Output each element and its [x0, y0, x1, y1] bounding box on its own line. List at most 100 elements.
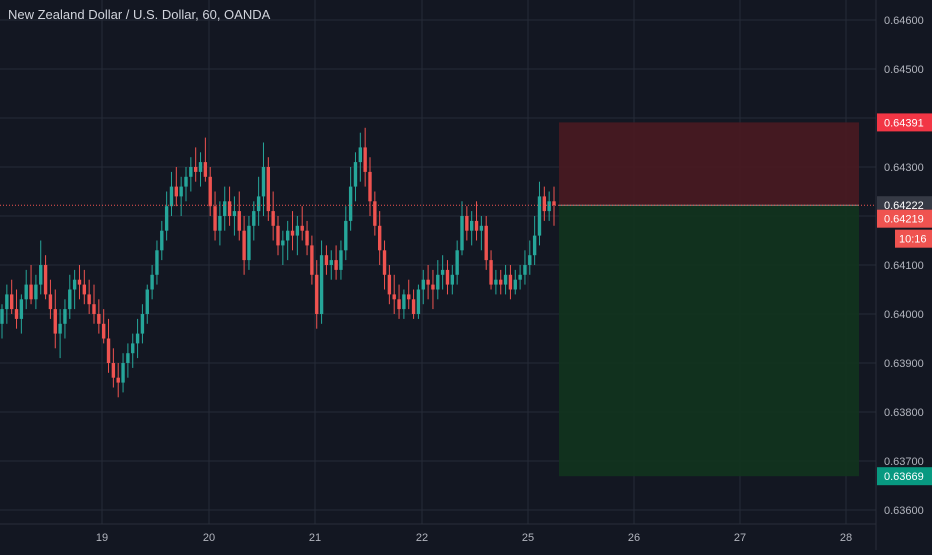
candle-body — [528, 255, 532, 265]
candle — [363, 127, 367, 187]
candle-body — [247, 225, 251, 261]
candle — [392, 274, 396, 314]
candle-body — [48, 294, 53, 310]
candle-body — [426, 279, 430, 285]
candle-body — [460, 216, 464, 251]
candle — [68, 274, 72, 319]
candle — [547, 191, 551, 221]
price-axis[interactable]: 0.63600 0.63700 0.63800 0.63900 0.64000 0.641… — [875, 0, 924, 550]
candle — [300, 206, 304, 241]
price-tick-label: 0.64300 — [884, 162, 924, 174]
candle-body — [131, 343, 135, 354]
candle — [155, 240, 159, 285]
candle — [353, 152, 358, 202]
candle-body — [252, 211, 256, 226]
candle-body — [169, 186, 174, 207]
candle — [305, 220, 309, 256]
candle — [150, 265, 154, 300]
last-price-badge-label: 0.64219 — [884, 214, 924, 226]
stop-price-badge-box — [877, 113, 932, 132]
candle-body — [523, 265, 527, 275]
price-tick-label: 0.64000 — [884, 309, 924, 321]
candle-body — [552, 201, 556, 206]
time-axis[interactable]: 19 20 21 22 25 26 27 28 — [0, 523, 876, 544]
candle — [329, 250, 333, 280]
candle-body — [101, 323, 106, 339]
candle — [290, 211, 295, 251]
candle-body — [310, 245, 314, 275]
candle-body — [266, 167, 271, 212]
candle-body — [319, 255, 324, 314]
countdown-badge: 10:16 — [895, 229, 932, 248]
candle-body — [92, 304, 96, 314]
candle-body — [281, 240, 285, 246]
candle — [160, 220, 164, 261]
candle-body — [542, 196, 547, 212]
position-zones — [559, 122, 859, 477]
candle-body — [285, 230, 290, 241]
candle-body — [373, 201, 377, 226]
candle — [164, 191, 169, 241]
candle-body — [203, 162, 208, 177]
candle-body — [43, 265, 48, 295]
candle — [247, 216, 251, 270]
candle — [310, 235, 314, 285]
candle-body — [97, 314, 101, 324]
candle — [295, 216, 300, 256]
candle — [237, 191, 241, 241]
candle — [348, 167, 353, 231]
candle — [499, 269, 503, 295]
candle-body — [140, 314, 145, 334]
candle — [111, 348, 116, 388]
candle — [532, 216, 537, 265]
time-tick-label: 28 — [840, 532, 852, 544]
candle-body — [489, 260, 493, 285]
candle-body — [513, 279, 517, 290]
candle — [416, 284, 421, 319]
candle — [431, 269, 435, 310]
candle — [106, 318, 111, 373]
candle — [121, 353, 125, 393]
candle — [508, 265, 513, 300]
candle-body — [455, 250, 459, 275]
candle — [285, 220, 290, 261]
candle — [198, 152, 203, 187]
candle-body — [518, 274, 522, 280]
candle — [101, 309, 106, 344]
candle — [373, 191, 377, 236]
candle — [126, 343, 130, 378]
candle — [266, 157, 271, 221]
candle-body — [72, 279, 77, 290]
candle — [528, 240, 532, 275]
candle-body — [184, 176, 188, 187]
candle — [552, 186, 556, 226]
candle-body — [334, 260, 338, 270]
stop-loss-zone — [559, 122, 859, 206]
candle — [29, 265, 33, 305]
stop-price-badge-label: 0.64391 — [884, 117, 924, 129]
candle — [334, 245, 338, 280]
price-tick-label: 0.64100 — [884, 260, 924, 272]
candle — [440, 255, 445, 290]
candle-body — [53, 309, 57, 334]
candle-body — [397, 299, 401, 310]
candle-body — [305, 230, 309, 246]
candle-body — [174, 186, 179, 197]
candle-body — [106, 338, 111, 363]
candle-body — [377, 225, 382, 251]
candle-body — [450, 274, 455, 285]
candle-body — [19, 299, 24, 319]
candle-body — [116, 377, 120, 383]
candle — [218, 201, 222, 246]
candle — [276, 216, 280, 256]
candle-body — [276, 225, 280, 246]
candle — [319, 240, 324, 324]
candle — [135, 318, 140, 359]
candle-body — [290, 230, 295, 236]
candle-body — [416, 289, 421, 314]
candle-body — [339, 250, 343, 270]
candle-body — [242, 230, 246, 261]
candle-body — [300, 225, 304, 231]
take-profit-zone — [559, 205, 859, 477]
